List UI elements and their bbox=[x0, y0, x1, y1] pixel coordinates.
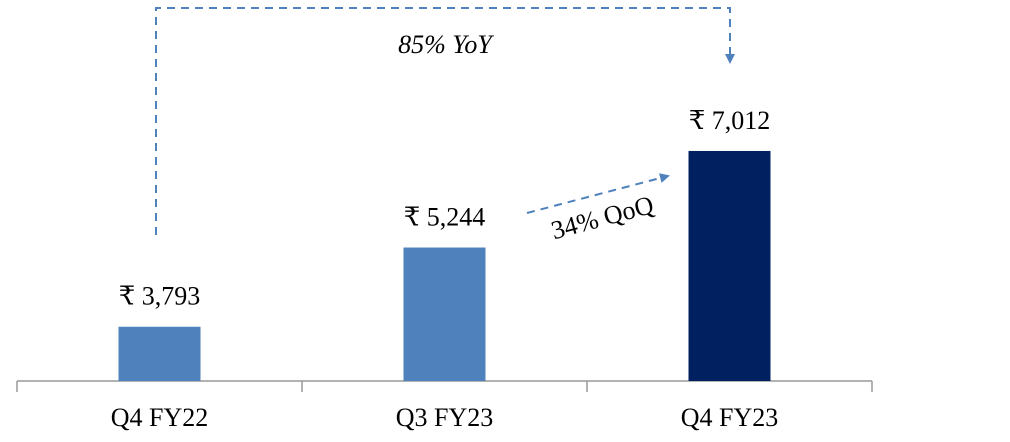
x-tick-label: Q3 FY23 bbox=[396, 403, 494, 432]
data-label: ₹ 7,012 bbox=[689, 106, 771, 135]
bar bbox=[118, 326, 201, 381]
qoq-label: 34% QoQ bbox=[548, 190, 657, 245]
data-label: ₹ 3,793 bbox=[119, 282, 201, 311]
qoq-arrow bbox=[526, 173, 670, 214]
yoy-arrow bbox=[155, 7, 735, 235]
bar bbox=[403, 247, 486, 381]
x-tick-label: Q4 FY23 bbox=[681, 403, 779, 432]
bar bbox=[688, 150, 771, 381]
x-tick-label: Q4 FY22 bbox=[111, 403, 209, 432]
yoy-label: 85% YoY bbox=[398, 30, 494, 59]
data-label: ₹ 5,244 bbox=[404, 202, 486, 231]
